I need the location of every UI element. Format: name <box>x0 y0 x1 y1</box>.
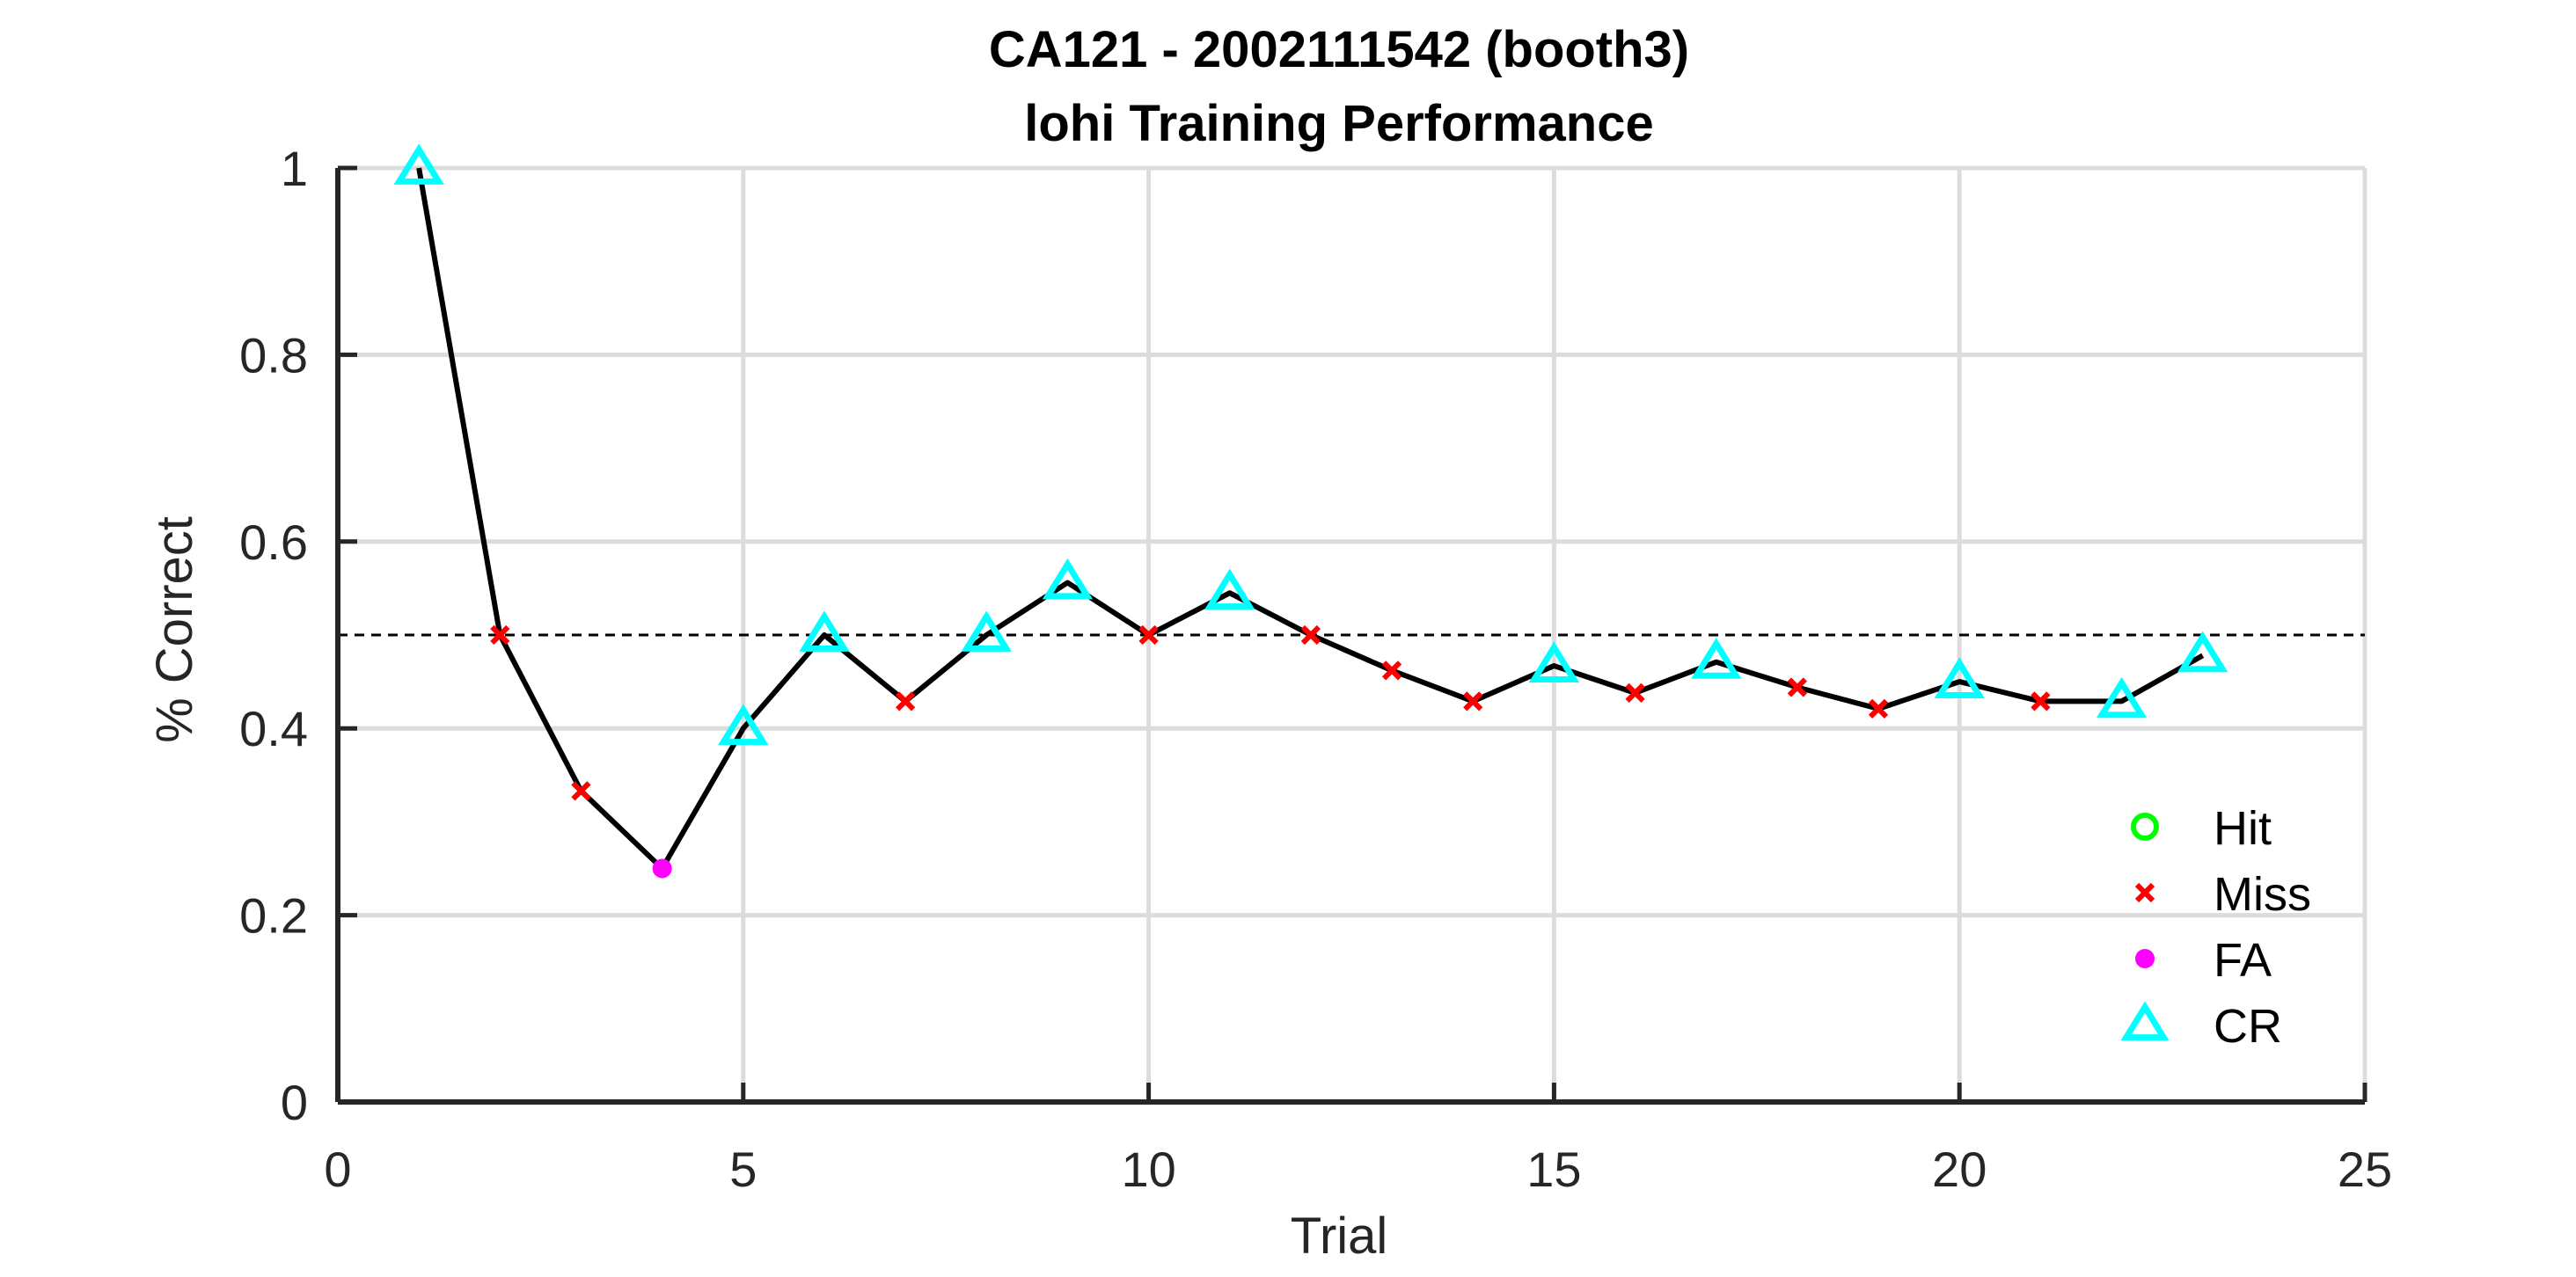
legend-marker-hit <box>2131 813 2159 841</box>
y-tick-label: 0.2 <box>239 888 308 944</box>
data-point-cr <box>1934 657 1985 698</box>
miss-stroke <box>1300 624 1321 646</box>
x-tick-label: 10 <box>1121 1142 1175 1197</box>
miss-stroke <box>571 781 591 801</box>
y-tick-label: 0.6 <box>239 514 308 570</box>
miss-stroke <box>1381 660 1402 681</box>
tick-label-layer: 0 5 10 15 20 25 0 0.2 0.4 0.6 0.8 1 <box>239 141 2392 1197</box>
data-point-cr <box>1042 558 1094 600</box>
legend-label: Hit <box>2214 802 2272 855</box>
legend-item-fa: FA <box>2135 934 2272 987</box>
marker-layer <box>393 143 2228 879</box>
legend-label: FA <box>2214 934 2272 987</box>
data-point-fa <box>652 858 672 879</box>
series-layer <box>416 167 2205 872</box>
legend-label: Miss <box>2214 868 2311 921</box>
data-point-cr <box>393 143 444 185</box>
x-tick-label: 15 <box>1526 1142 1581 1197</box>
y-axis-label: % Correct <box>146 516 203 743</box>
legend-item-cr: CR <box>2120 1000 2282 1053</box>
data-point-cr <box>1204 568 1255 610</box>
miss-stroke <box>1625 682 1645 703</box>
data-point-cr <box>799 610 850 652</box>
miss-stroke <box>490 624 510 646</box>
data-point-miss <box>895 691 916 711</box>
data-point-cr <box>718 704 769 746</box>
y-tick-label: 0.8 <box>239 327 308 383</box>
axes-layer <box>335 165 2367 1105</box>
legend-marker-miss <box>2134 882 2155 903</box>
data-point-miss <box>1300 624 1321 646</box>
data-point-miss <box>490 624 510 646</box>
y-tick-label: 1 <box>281 141 308 196</box>
data-point-cr <box>2177 631 2228 673</box>
miss-stroke <box>1868 698 1889 719</box>
chart-title: CA121 - 2002111542 (booth3) <box>989 21 1689 78</box>
data-point-miss <box>1381 660 1402 681</box>
legend-item-miss: Miss <box>2134 868 2311 921</box>
legend-marker-cr <box>2120 1001 2170 1041</box>
legend: Hit Miss FA CR <box>2120 802 2311 1053</box>
legend-label: CR <box>2214 1000 2282 1053</box>
legend-marker-fa <box>2135 949 2155 968</box>
miss-stroke <box>2031 691 2051 711</box>
miss-stroke <box>1138 624 1159 646</box>
data-point-cr <box>961 610 1012 652</box>
data-point-miss <box>571 781 591 801</box>
legend-item-hit: Hit <box>2131 802 2272 855</box>
data-point-miss <box>1868 698 1889 719</box>
data-point-cr <box>1691 638 1742 679</box>
data-point-cr <box>2096 676 2148 719</box>
x-axis-label: Trial <box>1291 1208 1388 1265</box>
data-point-miss <box>1138 624 1159 646</box>
miss-stroke <box>2134 882 2155 903</box>
x-tick-label: 0 <box>324 1142 351 1197</box>
performance-line <box>416 167 2205 872</box>
data-point-miss <box>1463 691 1483 711</box>
miss-stroke <box>895 691 916 711</box>
miss-stroke <box>1787 677 1808 697</box>
data-point-miss <box>1625 682 1645 703</box>
data-point-miss <box>1787 677 1808 697</box>
y-tick-label: 0.4 <box>239 701 308 756</box>
x-tick-label: 20 <box>1932 1142 1987 1197</box>
data-point-cr <box>1528 641 1580 682</box>
data-point-miss <box>2031 691 2051 711</box>
chart-subtitle: lohi Training Performance <box>1024 95 1653 152</box>
y-tick-label: 0 <box>281 1075 308 1130</box>
x-tick-label: 25 <box>2338 1142 2392 1197</box>
miss-stroke <box>1463 691 1483 711</box>
x-tick-label: 5 <box>729 1142 757 1197</box>
